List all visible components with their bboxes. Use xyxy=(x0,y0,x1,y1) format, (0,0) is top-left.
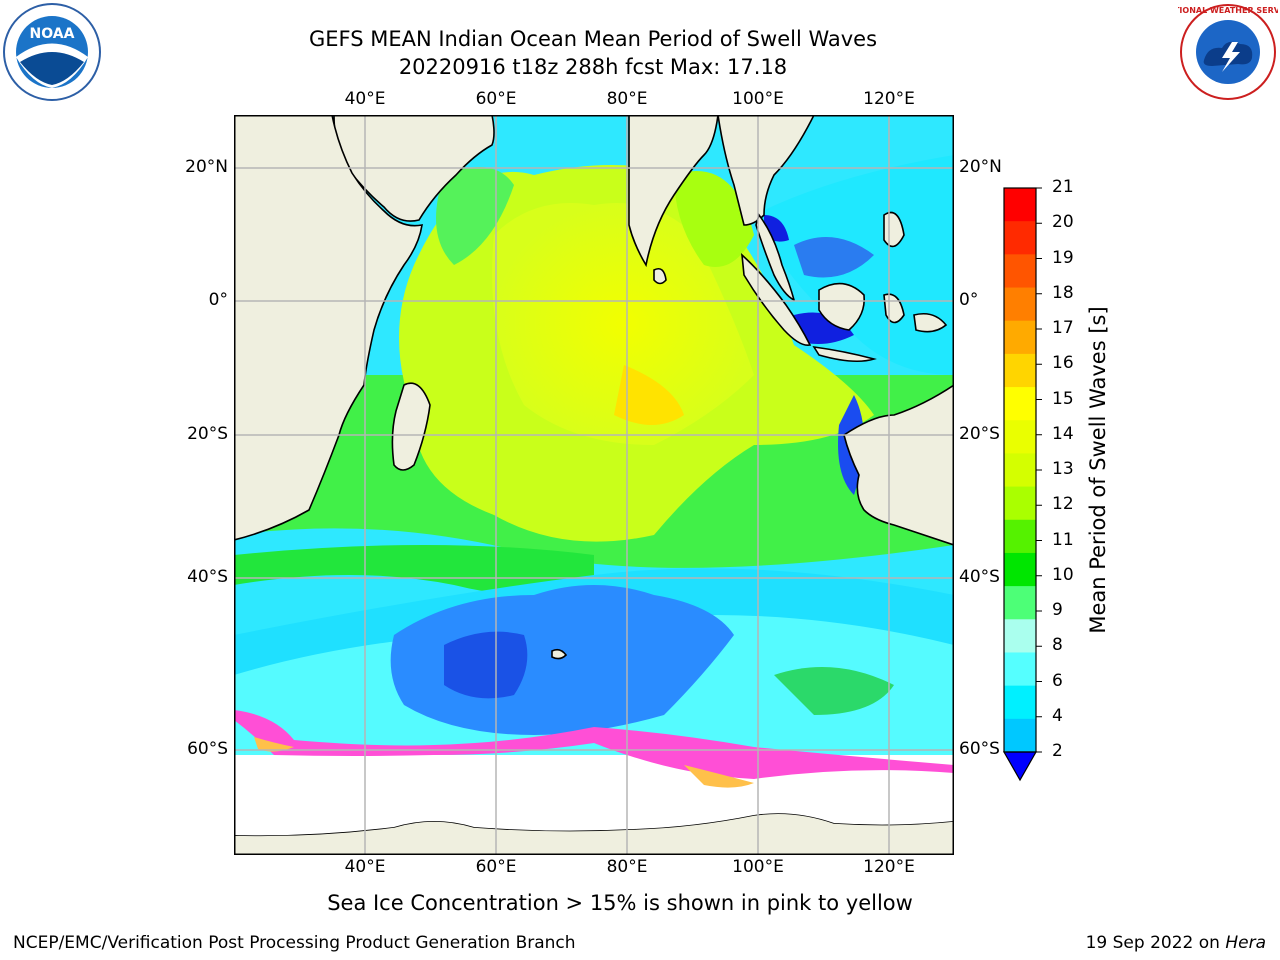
lon-tick-top-3: 100°E xyxy=(732,89,784,109)
colorbar xyxy=(1000,185,1048,789)
colorbar-segment xyxy=(1004,254,1036,289)
colorbar-segment xyxy=(1004,221,1036,255)
lat-tick-right-4: 60°S xyxy=(959,739,1000,759)
map-frame xyxy=(234,115,954,855)
swell-band-green-2 xyxy=(234,545,594,595)
colorbar-tick-label: 10 xyxy=(1052,564,1074,585)
lat-tick-left-4: 60°S xyxy=(187,739,228,759)
southern-ocean-green-patch xyxy=(774,667,894,715)
lat-tick-left-1: 0° xyxy=(208,290,228,310)
colorbar-tick-label: 11 xyxy=(1052,529,1074,550)
chart-title: GEFS MEAN Indian Ocean Mean Period of Sw… xyxy=(308,27,878,51)
lat-tick-right-2: 20°S xyxy=(959,424,1000,444)
lon-tick-bottom-1: 60°E xyxy=(475,857,517,877)
colorbar-segment xyxy=(1004,387,1036,421)
chart-subtitle: 20220916 t18z 288h fcst Max: 17.18 xyxy=(398,55,788,79)
colorbar-tick-label: 6 xyxy=(1052,670,1063,691)
sea-ice-caption: Sea Ice Concentration > 15% is shown in … xyxy=(327,891,913,915)
colorbar-segment xyxy=(1004,619,1036,653)
south-china-sea-blue xyxy=(794,237,874,278)
footer-host: Hera xyxy=(1225,933,1266,953)
colorbar-tick-label: 8 xyxy=(1052,635,1063,656)
sea-ice-band-yellow xyxy=(684,765,754,788)
colorbar-label: Mean Period of Swell Waves [s] xyxy=(1086,306,1110,634)
footer-date: 19 Sep 2022 on Hera xyxy=(1086,933,1266,953)
lat-tick-left-3: 40°S xyxy=(187,567,228,587)
lon-tick-bottom-4: 120°E xyxy=(863,857,915,877)
map-panel xyxy=(234,115,954,859)
colorbar-segment xyxy=(1004,586,1036,620)
colorbar-tick-label: 21 xyxy=(1052,177,1074,197)
colorbar-tick-label: 18 xyxy=(1052,282,1074,303)
lat-tick-right-0: 20°N xyxy=(959,157,1002,177)
colorbar-segment xyxy=(1004,420,1036,454)
colorbar-tick-label: 9 xyxy=(1052,600,1063,620)
nws-logo: NATIONAL WEATHER SERVICE xyxy=(1162,2,1280,102)
colorbar-tick-label: 20 xyxy=(1052,212,1074,233)
colorbar-tick-label: 2 xyxy=(1052,741,1063,761)
lon-tick-bottom-3: 100°E xyxy=(732,857,784,877)
footer-date-text: 19 Sep 2022 on xyxy=(1085,933,1226,953)
lon-tick-bottom-2: 80°E xyxy=(606,857,648,877)
colorbar-tick-label: 14 xyxy=(1052,423,1074,444)
lon-tick-top-1: 60°E xyxy=(475,89,517,109)
colorbar-segment xyxy=(1004,519,1036,554)
lat-tick-right-3: 40°S xyxy=(959,567,1000,587)
colorbar-tick-label: 19 xyxy=(1052,247,1074,268)
colorbar-ticks: 21 20 19 18 17 16 15 14 13 12 11 10 9 8 6 4 2 xyxy=(1052,177,1102,768)
footer-branch: NCEP/EMC/Verification Post Processing Pr… xyxy=(13,933,576,953)
colorbar-segment xyxy=(1004,718,1036,753)
lat-tick-left-2: 20°S xyxy=(187,424,228,444)
lon-tick-top-0: 40°E xyxy=(344,89,386,109)
colorbar-segment xyxy=(1004,486,1036,521)
colorbar-extend-arrow xyxy=(1002,751,1038,782)
southern-ocean-darkblue xyxy=(444,631,528,699)
colorbar-tick-label: 12 xyxy=(1052,494,1074,515)
land-masses xyxy=(234,115,954,855)
nws-logo-text: NATIONAL WEATHER SERVICE xyxy=(1178,6,1278,15)
colorbar-segment xyxy=(1004,188,1036,222)
sea-ice-band-pink xyxy=(234,710,954,779)
colorbar-tick-label: 17 xyxy=(1052,318,1074,338)
colorbar-segment xyxy=(1004,552,1036,587)
swell-region-yellow xyxy=(492,203,754,445)
lon-tick-top-4: 120°E xyxy=(863,89,915,109)
colorbar-tick-label: 4 xyxy=(1052,705,1063,726)
colorbar-segment xyxy=(1004,453,1036,488)
swell-max-patch xyxy=(614,365,684,425)
colorbar-segment xyxy=(1004,287,1036,322)
bay-of-bengal-yellowgreen xyxy=(674,171,754,267)
map-gridlines xyxy=(234,115,954,855)
colorbar-tick-label: 13 xyxy=(1052,459,1074,479)
arabian-sea-green xyxy=(436,167,514,265)
noaa-logo-text: NOAA xyxy=(30,26,75,42)
colorbar-segment xyxy=(1004,652,1036,687)
colorbar-segment xyxy=(1004,320,1036,355)
lat-tick-left-0: 20°N xyxy=(185,157,228,177)
lon-tick-bottom-0: 40°E xyxy=(344,857,386,877)
colorbar-tick-label: 16 xyxy=(1052,353,1074,374)
sea-ice-band-yellow-2 xyxy=(254,737,294,752)
colorbar-segment xyxy=(1004,353,1036,388)
lat-tick-right-1: 0° xyxy=(959,290,979,310)
colorbar-segment xyxy=(1004,685,1036,720)
lon-tick-top-2: 80°E xyxy=(606,89,648,109)
colorbar-tick-label: 15 xyxy=(1052,388,1074,409)
noaa-logo: NOAA xyxy=(2,2,102,102)
